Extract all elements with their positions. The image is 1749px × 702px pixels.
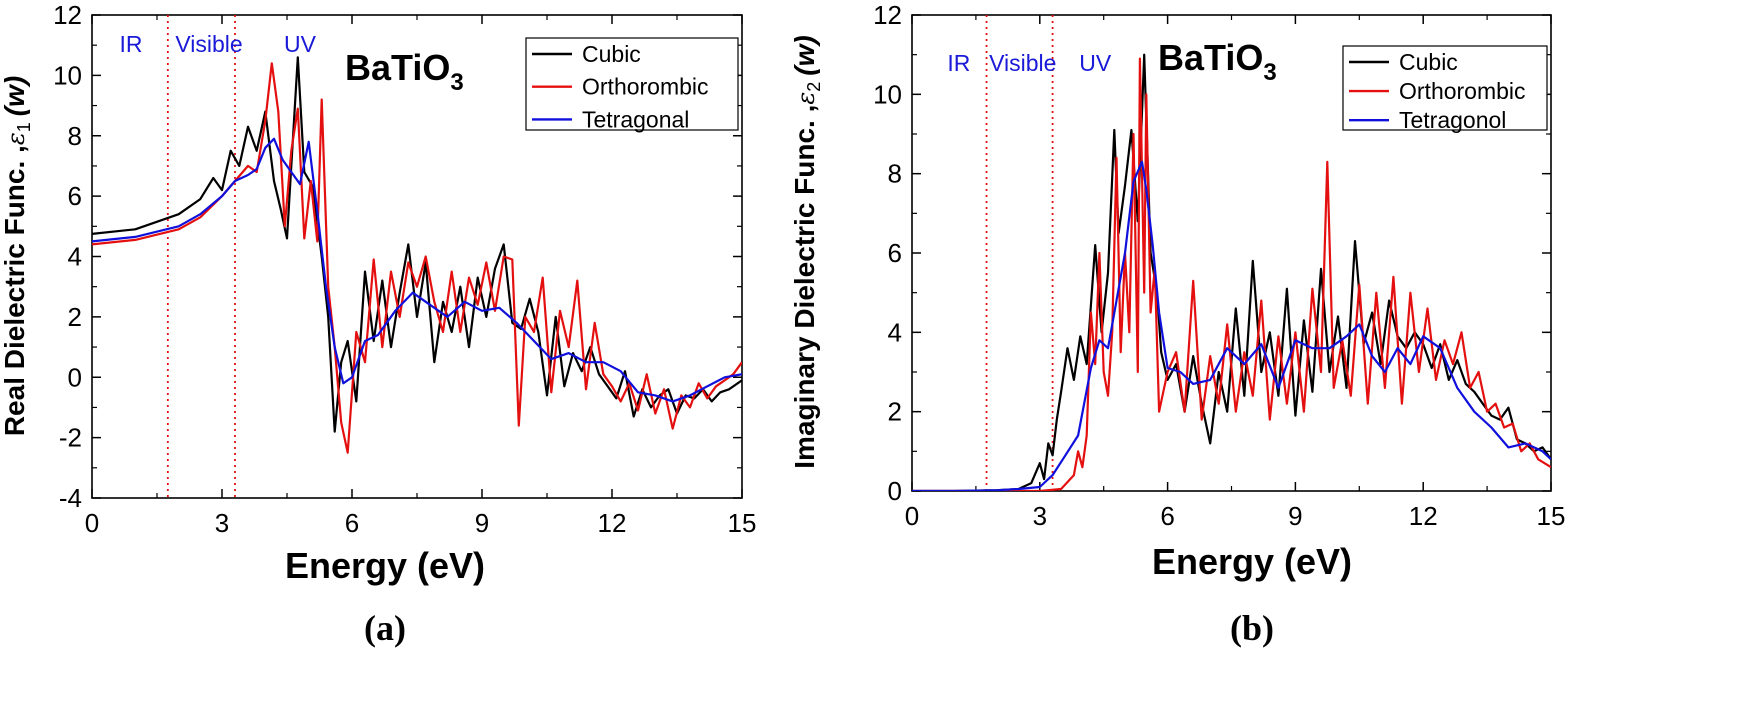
- y-axis-title: Real Dielectric Func. ,ε1 (w): [0, 76, 34, 436]
- x-tick-label: 3: [1033, 501, 1047, 531]
- series-group: [912, 53, 1551, 491]
- x-tick-label: 9: [475, 508, 489, 538]
- y-tick-label: -2: [59, 423, 82, 453]
- panel-a: 0 3 6 9 12 15 -4 -2 0 2 4 6 8 10 12 IR Visible UV Cubic Ort…: [0, 0, 756, 648]
- x-tick-label: 6: [1160, 501, 1174, 531]
- region-label: UV: [1079, 50, 1112, 76]
- x-tick-label: 3: [215, 508, 229, 538]
- y-axis-title-subscript: 1: [14, 122, 34, 132]
- x-tick-label: 6: [345, 508, 359, 538]
- y-tick-label: 4: [68, 242, 82, 272]
- series-group: [92, 56, 742, 454]
- compound-text: BaTiO: [1158, 37, 1263, 78]
- y-tick-label: -4: [59, 483, 82, 513]
- series-line-orthorombic: [92, 62, 742, 454]
- compound-text: BaTiO: [345, 47, 450, 88]
- y-tick-label: 12: [53, 0, 82, 30]
- series-line-tetragonal: [92, 137, 742, 403]
- region-label: Visible: [989, 50, 1056, 76]
- y-axis-title-variable: (w): [0, 76, 30, 116]
- panel-b: 0 3 6 9 12 15 0 2 4 6 8 10 12 IR Visible UV Cubic Orthoro…: [789, 0, 1565, 648]
- legend-entry: Tetragonal: [582, 106, 689, 132]
- y-tick-label: 2: [888, 397, 902, 427]
- legend-entry: Orthorombic: [1399, 78, 1526, 104]
- x-tick-label: 15: [728, 508, 757, 538]
- region-label: UV: [284, 31, 317, 57]
- y-tick-label: 10: [53, 60, 82, 90]
- compound-label: BaTiO3: [345, 47, 464, 96]
- legend-entry: Tetragonol: [1399, 107, 1506, 133]
- region-label: Visible: [175, 31, 242, 57]
- y-axis-title-symbol: ε: [2, 132, 30, 145]
- region-label: IR: [120, 31, 143, 57]
- panel-label: (a): [364, 608, 406, 648]
- panel-label: (b): [1230, 608, 1274, 648]
- legend-entry: Cubic: [1399, 49, 1458, 75]
- series-line-tetragonol: [912, 160, 1551, 491]
- y-tick-label: 10: [873, 79, 902, 109]
- y-axis-title-variable: (w): [789, 35, 820, 75]
- y-axis-title-symbol: ε: [792, 92, 820, 105]
- y-tick-label: 0: [68, 362, 82, 392]
- y-axis-title-subscript: 2: [804, 82, 824, 92]
- x-tick-label: 0: [905, 501, 919, 531]
- compound-subscript: 3: [450, 69, 463, 96]
- y-tick-label: 8: [888, 159, 902, 189]
- compound-label: BaTiO3: [1158, 37, 1277, 86]
- x-tick-label: 12: [598, 508, 627, 538]
- series-line-cubic: [912, 53, 1551, 491]
- y-tick-label: 0: [888, 476, 902, 506]
- x-axis-title: Energy (eV): [1152, 541, 1352, 582]
- x-tick-label: 12: [1409, 501, 1438, 531]
- y-tick-label: 4: [888, 317, 902, 347]
- x-tick-label: 9: [1288, 501, 1302, 531]
- y-axis-title-main: Real Dielectric Func. ,: [0, 145, 30, 436]
- y-tick-label: 6: [888, 238, 902, 268]
- legend-entry: Cubic: [582, 41, 641, 67]
- x-axis-title: Energy (eV): [285, 545, 485, 586]
- legend-entry: Orthorombic: [582, 74, 709, 100]
- y-axis-title-main: Imaginary Dielectric Func. ,: [789, 105, 820, 469]
- y-tick-label: 8: [68, 121, 82, 151]
- x-tick-label: 15: [1537, 501, 1566, 531]
- y-axis-title: Imaginary Dielectric Func. ,ε2 (w): [789, 35, 824, 468]
- compound-subscript: 3: [1263, 59, 1276, 86]
- y-tick-label: 12: [873, 0, 902, 30]
- region-label: IR: [947, 50, 970, 76]
- y-tick-label: 6: [68, 181, 82, 211]
- series-line-orthorombic: [912, 57, 1551, 491]
- legend-box: [1342, 45, 1548, 131]
- y-tick-label: 2: [68, 302, 82, 332]
- x-tick-label: 0: [85, 508, 99, 538]
